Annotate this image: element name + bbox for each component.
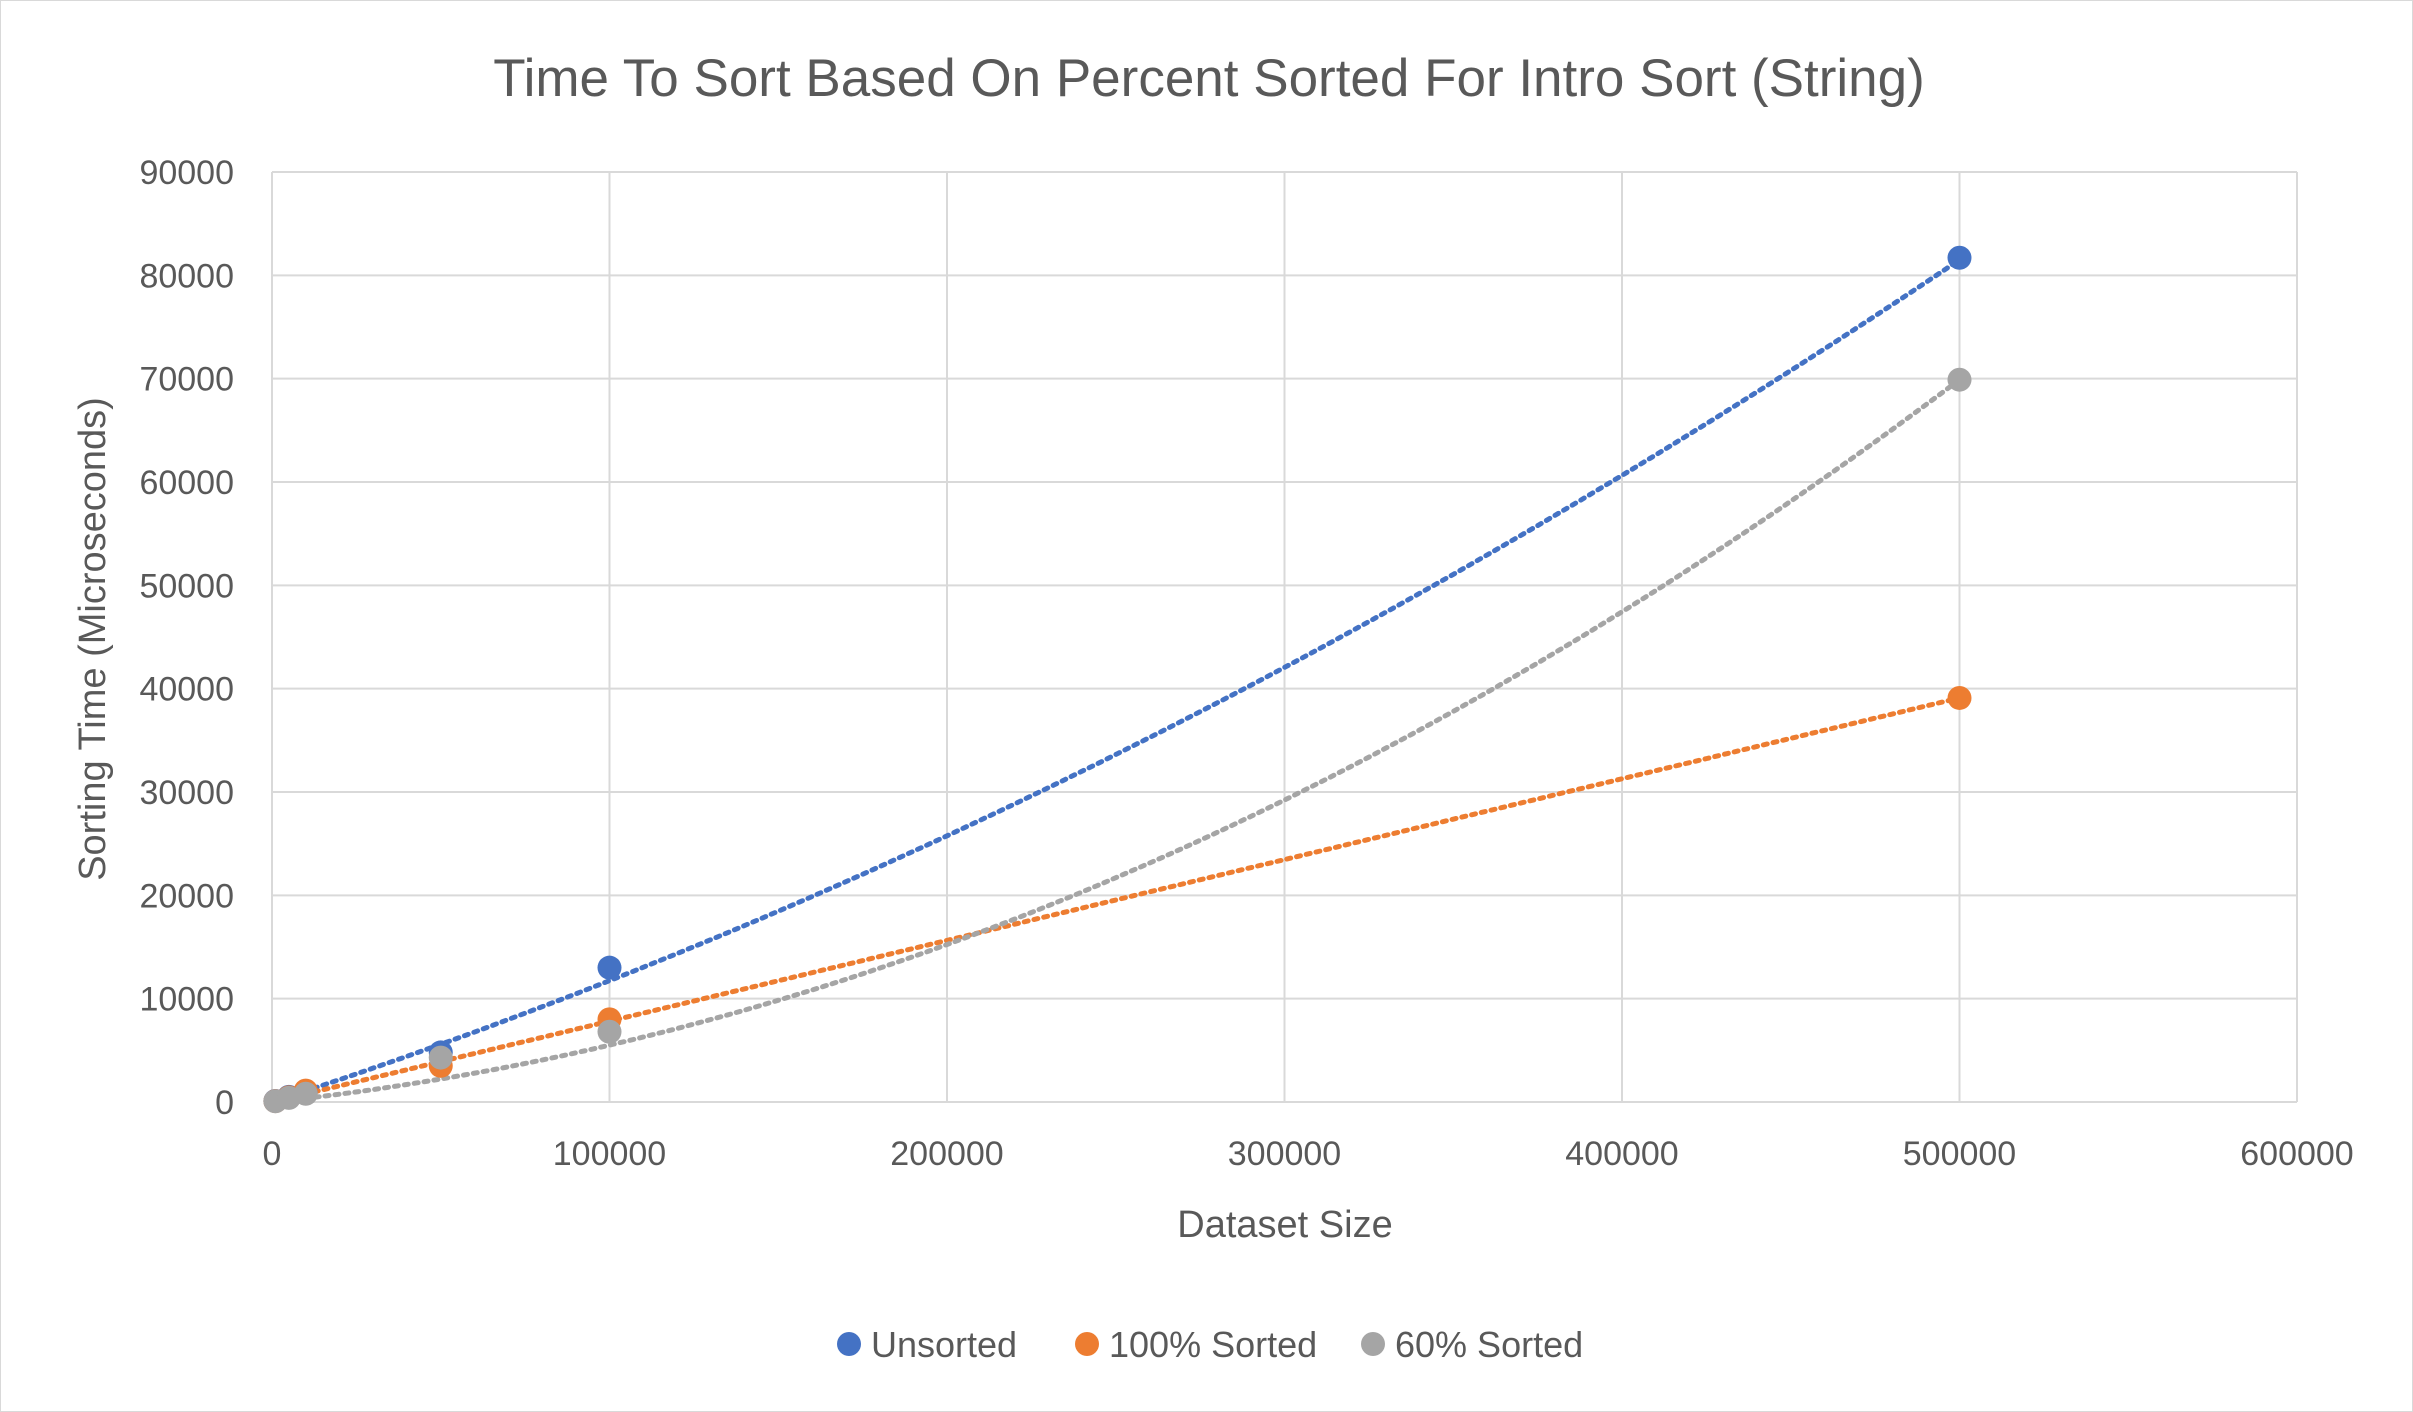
legend-marker [1361, 1332, 1385, 1356]
legend-label: Unsorted [871, 1324, 1017, 1365]
legend-marker [837, 1332, 861, 1356]
y-tick-label: 90000 [139, 154, 234, 192]
data-point-100-sorted [1947, 685, 1972, 710]
y-tick-label: 60000 [139, 464, 234, 502]
chart-title: Time To Sort Based On Percent Sorted For… [493, 49, 1925, 108]
trendline-unsorted [272, 257, 1962, 1104]
legend: Unsorted 100% Sorted 60% Sorted [837, 1324, 1583, 1365]
data-point-60-sorted [1947, 367, 1972, 392]
x-tick-label: 200000 [890, 1135, 1003, 1173]
x-tick-labels: 0 100000 200000 300000 400000 500000 600000 [263, 1135, 2354, 1173]
gridlines [271, 171, 2298, 1103]
data-point-60-sorted [597, 1019, 622, 1044]
trendlines [272, 257, 1962, 1105]
y-axis-title: Sorting Time (Microseconds) [72, 397, 114, 881]
legend-label: 60% Sorted [1395, 1324, 1583, 1365]
legend-marker [1075, 1332, 1099, 1356]
legend-item-60-sorted: 60% Sorted [1361, 1324, 1583, 1365]
data-point-unsorted [597, 955, 622, 980]
y-tick-label: 20000 [139, 877, 234, 915]
data-point-60-sorted [293, 1081, 318, 1106]
y-tick-label: 50000 [139, 567, 234, 605]
legend-label: 100% Sorted [1109, 1324, 1317, 1365]
y-tick-label: 0 [215, 1084, 234, 1122]
y-tick-labels: 0 10000 20000 30000 40000 50000 60000 70000 8000… [139, 154, 234, 1122]
trendline-60-sorted [272, 377, 1962, 1105]
x-axis-title: Dataset Size [1177, 1204, 1392, 1246]
data-points [263, 245, 1972, 1114]
y-tick-label: 30000 [139, 774, 234, 812]
x-tick-label: 300000 [1228, 1135, 1341, 1173]
x-tick-label: 500000 [1903, 1135, 2016, 1173]
x-tick-label: 0 [263, 1135, 282, 1173]
x-tick-label: 600000 [2240, 1135, 2353, 1173]
legend-item-100-sorted: 100% Sorted [1075, 1324, 1317, 1365]
data-point-unsorted [1947, 245, 1972, 270]
data-point-60-sorted [428, 1045, 453, 1070]
y-tick-label: 80000 [139, 257, 234, 295]
y-tick-label: 40000 [139, 671, 234, 709]
y-tick-label: 10000 [139, 981, 234, 1019]
x-tick-label: 400000 [1565, 1135, 1678, 1173]
trendline-100-sorted [272, 695, 1962, 1104]
y-tick-label: 70000 [139, 361, 234, 399]
legend-item-unsorted: Unsorted [837, 1324, 1017, 1365]
x-tick-label: 100000 [553, 1135, 666, 1173]
